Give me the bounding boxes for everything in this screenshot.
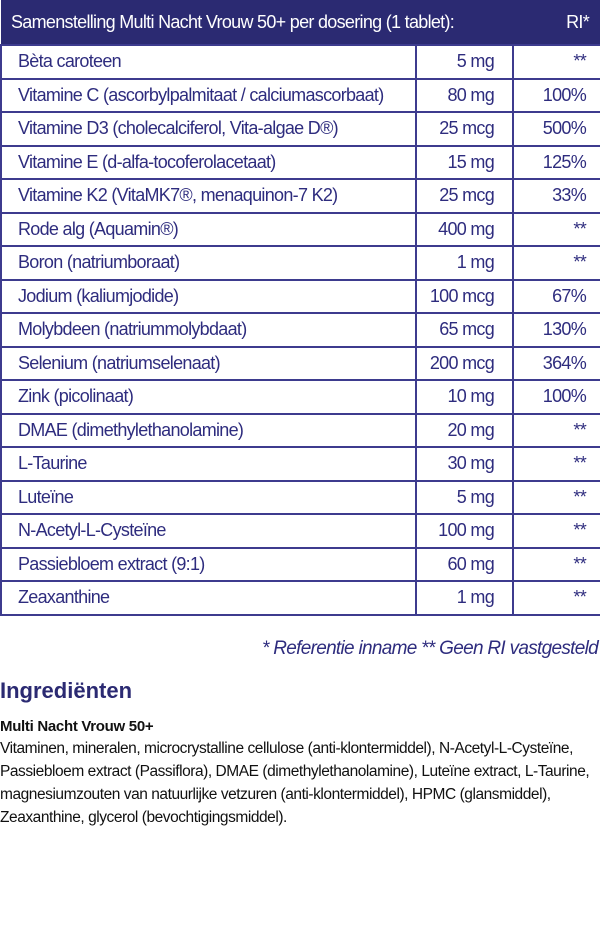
footnote: * Referentie inname ** Geen RI vastgeste… xyxy=(261,637,599,659)
table-row: Rode alg (Aquamin®) 400 mg ** xyxy=(0,211,600,247)
nutrient-amount: 100 mcg xyxy=(414,278,515,314)
nutrient-amount: 200 mcg xyxy=(414,345,515,381)
ingredients-heading: Ingrediënten xyxy=(0,677,133,703)
nutrient-name: DMAE (dimethylethanolamine) xyxy=(0,412,417,448)
nutrient-ri: ** xyxy=(512,479,600,515)
nutrient-amount: 5 mg xyxy=(414,479,515,515)
nutrient-ri: 100% xyxy=(512,379,600,415)
nutrient-ri: ** xyxy=(512,580,600,616)
nutrition-table: Samenstelling Multi Nacht Vrouw 50+ per … xyxy=(0,0,600,616)
nutrient-name: Bèta caroteen xyxy=(0,44,417,80)
ri-header: RI* xyxy=(513,0,600,45)
table-row: Jodium (kaliumjodide) 100 mcg 67% xyxy=(0,278,600,314)
table-row: Passiebloem extract (9:1) 60 mg ** xyxy=(0,546,600,582)
nutrient-name: L-Taurine xyxy=(0,446,417,482)
nutrient-amount: 5 mg xyxy=(414,44,515,80)
nutrient-name: Selenium (natriumselenaat) xyxy=(0,345,417,381)
nutrient-ri: ** xyxy=(512,546,600,582)
ingredients-text: Vitaminen, mineralen, microcrystalline c… xyxy=(0,739,590,826)
table-title: Samenstelling Multi Nacht Vrouw 50+ per … xyxy=(1,0,514,45)
nutrient-name: Luteïne xyxy=(0,479,417,515)
table-row: L-Taurine 30 mg ** xyxy=(0,446,600,482)
nutrient-ri: ** xyxy=(512,211,600,247)
nutrient-name: Zink (picolinaat) xyxy=(0,379,417,415)
table-row: Molybdeen (natriummolybdaat) 65 mcg 130% xyxy=(0,312,600,348)
nutrient-amount: 20 mg xyxy=(414,412,515,448)
nutrient-amount: 30 mg xyxy=(414,446,515,482)
table-row: Vitamine C (ascorbylpalmitaat / calciuma… xyxy=(0,77,600,113)
nutrient-name: Vitamine K2 (VitaMK7®, menaquinon-7 K2) xyxy=(0,178,417,214)
nutrient-amount: 80 mg xyxy=(414,77,515,113)
ingredients-product: Multi Nacht Vrouw 50+ xyxy=(0,717,154,735)
nutrient-ri: 364% xyxy=(512,345,600,381)
nutrient-name: Passiebloem extract (9:1) xyxy=(0,546,417,582)
nutrient-ri: 500% xyxy=(512,111,600,147)
nutrient-amount: 15 mg xyxy=(414,144,515,180)
nutrient-amount: 100 mg xyxy=(414,513,515,549)
table-header: Samenstelling Multi Nacht Vrouw 50+ per … xyxy=(1,0,600,45)
table-row: Vitamine K2 (VitaMK7®, menaquinon-7 K2) 2… xyxy=(0,178,600,214)
nutrient-name: Vitamine E (d-alfa-tocoferolacetaat) xyxy=(0,144,417,180)
nutrient-ri: ** xyxy=(512,513,600,549)
nutrient-amount: 65 mcg xyxy=(414,312,515,348)
nutrient-amount: 1 mg xyxy=(414,580,515,616)
table-row: Vitamine E (d-alfa-tocoferolacetaat) 15 m… xyxy=(0,144,600,180)
nutrient-amount: 60 mg xyxy=(414,546,515,582)
nutrient-name: Rode alg (Aquamin®) xyxy=(0,211,417,247)
table-row: Vitamine D3 (cholecalciferol, Vita-algae… xyxy=(0,111,600,147)
table-row: Bèta caroteen 5 mg ** xyxy=(0,44,600,80)
table-row: Zeaxanthine 1 mg ** xyxy=(0,580,600,616)
nutrient-name: Vitamine C (ascorbylpalmitaat / calciuma… xyxy=(0,77,417,113)
nutrient-amount: 1 mg xyxy=(414,245,515,281)
nutrient-name: N-Acetyl-L-Cysteïne xyxy=(0,513,417,549)
nutrient-ri: 125% xyxy=(512,144,600,180)
table-row: Luteïne 5 mg ** xyxy=(0,479,600,515)
nutrient-ri: ** xyxy=(512,446,600,482)
nutrient-ri: 33% xyxy=(512,178,600,214)
nutrient-ri: 130% xyxy=(512,312,600,348)
table-row: N-Acetyl-L-Cysteïne 100 mg ** xyxy=(0,513,600,549)
nutrient-ri: 67% xyxy=(512,278,600,314)
nutrient-amount: 25 mcg xyxy=(414,111,515,147)
nutrient-amount: 400 mg xyxy=(414,211,515,247)
nutrient-name: Boron (natriumboraat) xyxy=(0,245,417,281)
nutrient-name: Zeaxanthine xyxy=(0,580,417,616)
table-row: Selenium (natriumselenaat) 200 mcg 364% xyxy=(0,345,600,381)
nutrient-ri: ** xyxy=(512,245,600,281)
table-row: DMAE (dimethylethanolamine) 20 mg ** xyxy=(0,412,600,448)
nutrient-ri: 100% xyxy=(512,77,600,113)
nutrient-name: Vitamine D3 (cholecalciferol, Vita-algae… xyxy=(0,111,417,147)
nutrient-ri: ** xyxy=(512,44,600,80)
nutrient-amount: 10 mg xyxy=(414,379,515,415)
nutrient-name: Jodium (kaliumjodide) xyxy=(0,278,417,314)
nutrient-name: Molybdeen (natriummolybdaat) xyxy=(0,312,417,348)
nutrient-ri: ** xyxy=(512,412,600,448)
table-row: Zink (picolinaat) 10 mg 100% xyxy=(0,379,600,415)
table-row: Boron (natriumboraat) 1 mg ** xyxy=(0,245,600,281)
nutrient-amount: 25 mcg xyxy=(414,178,515,214)
